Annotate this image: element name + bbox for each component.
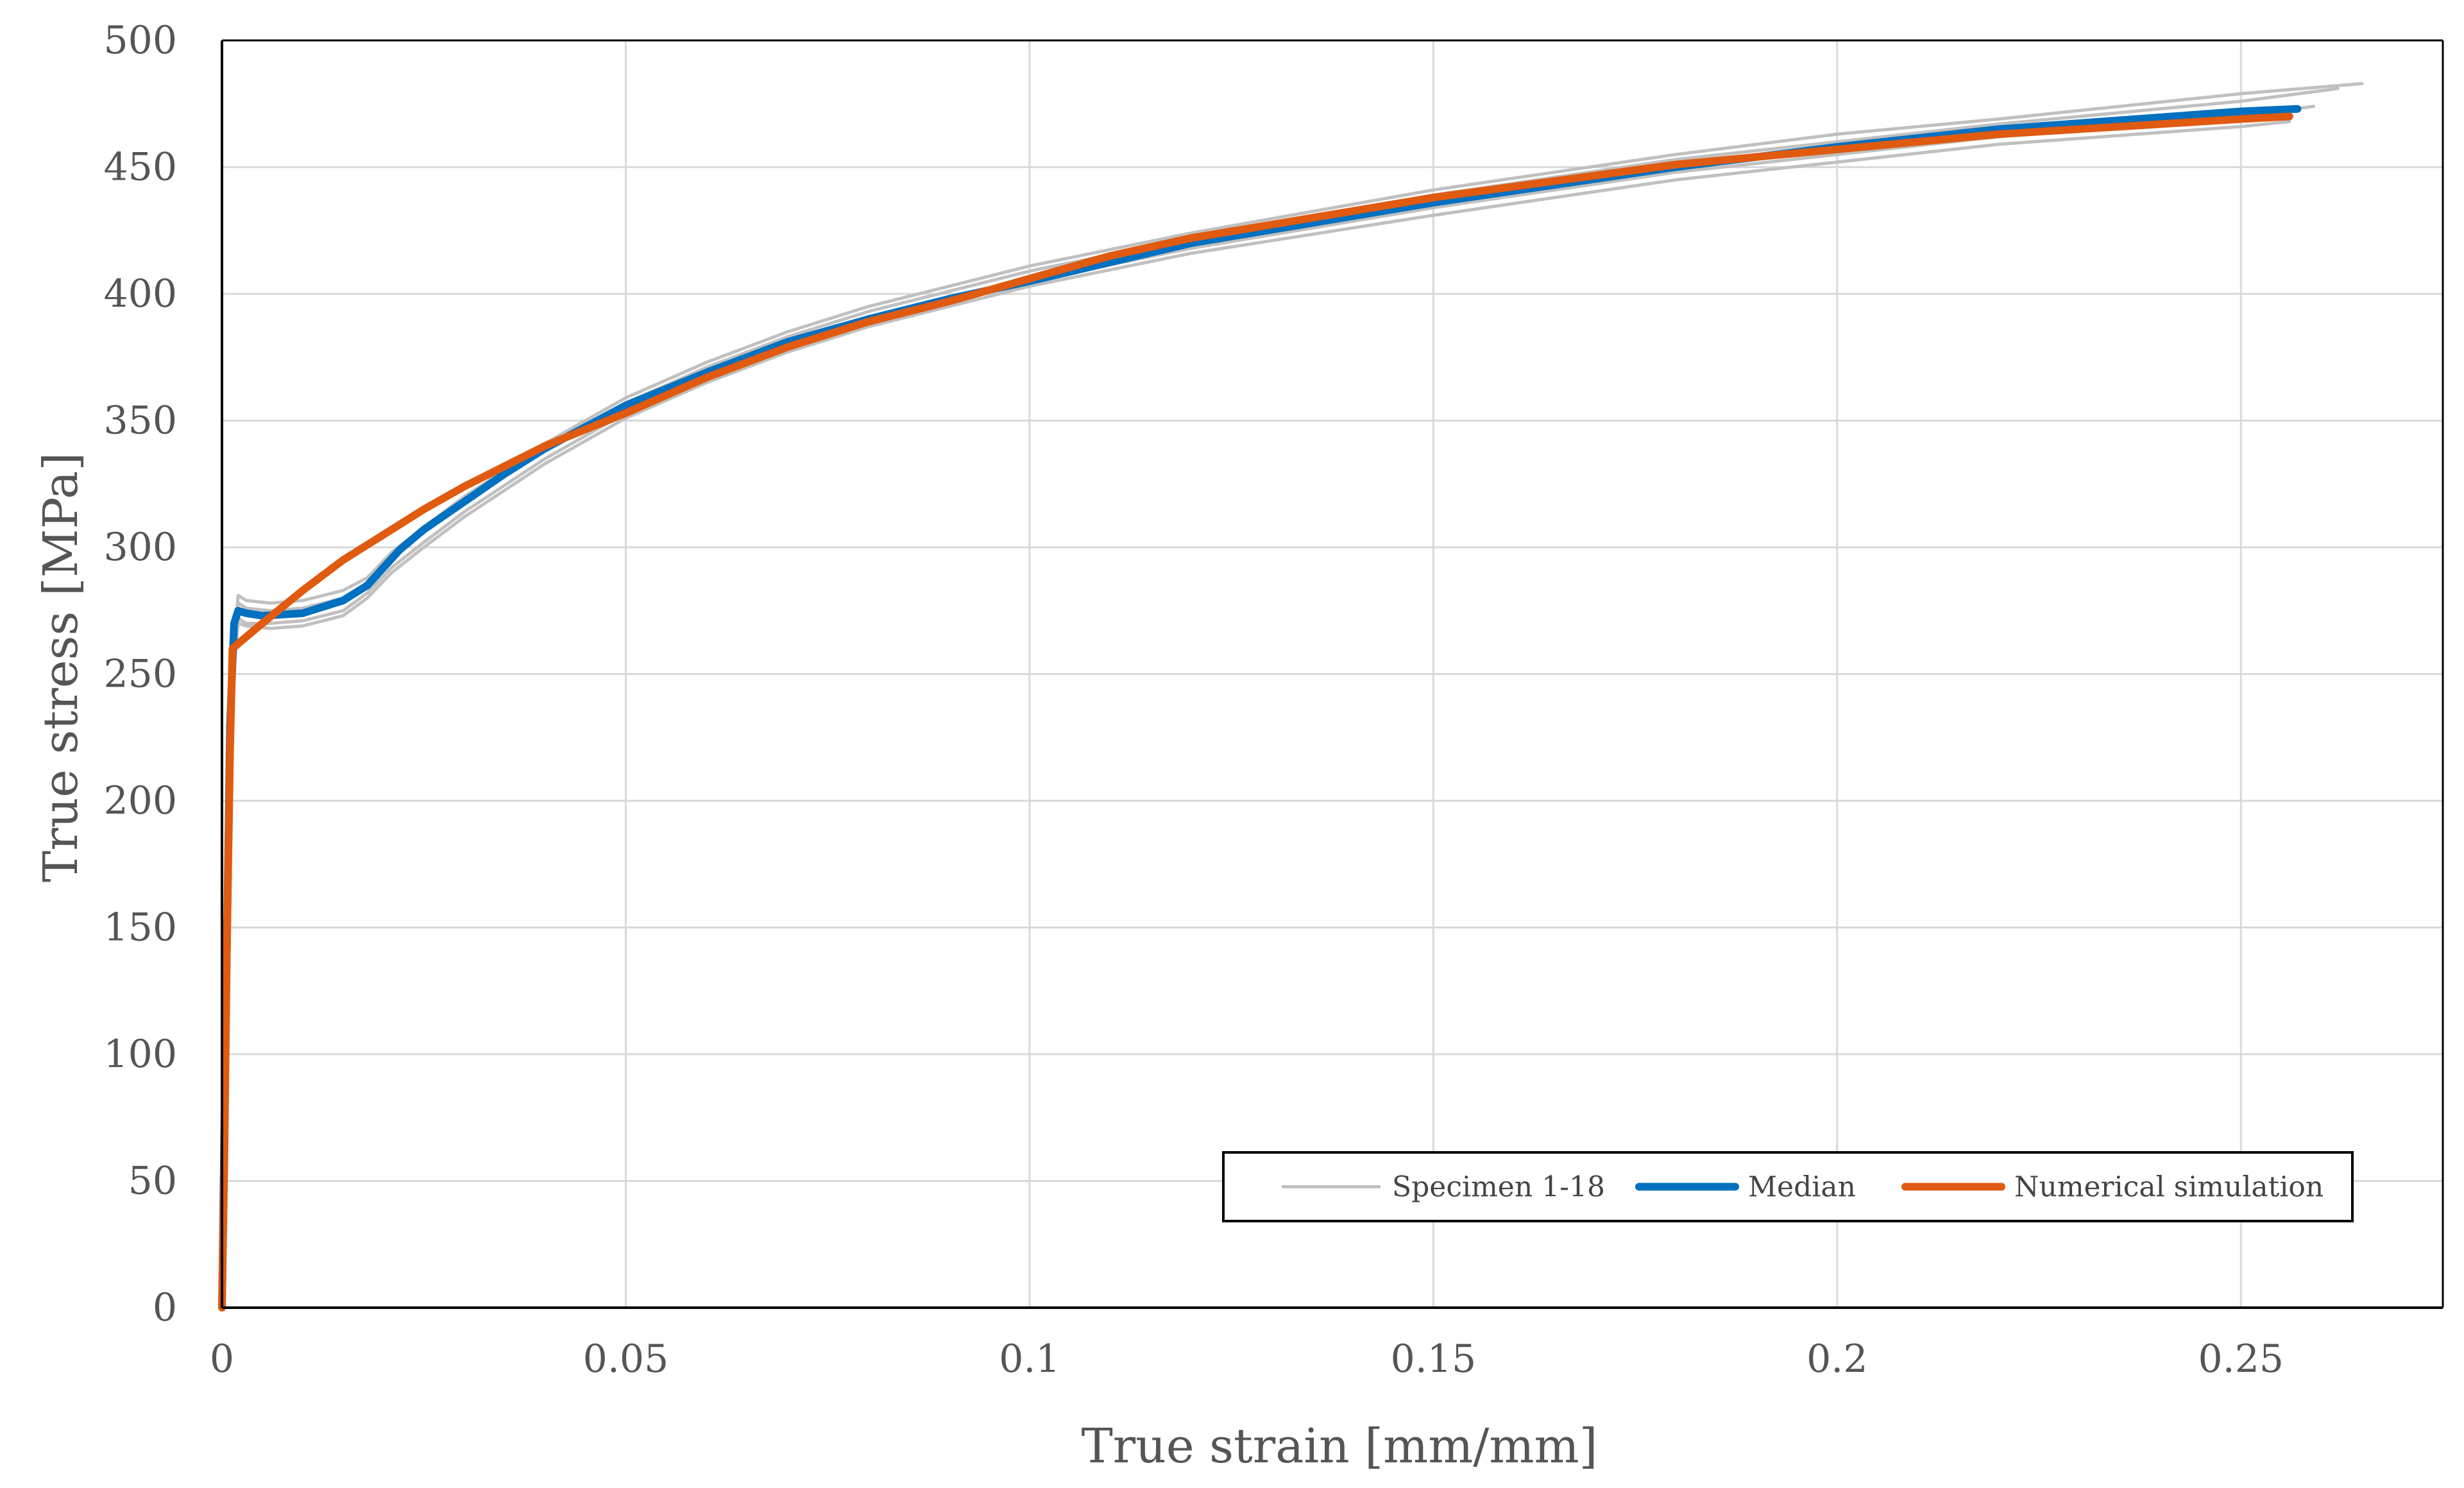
legend-label: Specimen 1-18 bbox=[1392, 1171, 1605, 1204]
simulation-line bbox=[218, 112, 2293, 1312]
x-tick-label: 0.1 bbox=[999, 1337, 1060, 1381]
y-axis-title: True stress [MPa] bbox=[33, 452, 89, 882]
y-tick-label: 50 bbox=[128, 1159, 177, 1204]
median-line bbox=[218, 105, 2302, 1312]
x-tick-label: 0.25 bbox=[2198, 1337, 2284, 1381]
x-tick-label: 0 bbox=[210, 1337, 234, 1381]
y-tick-label: 100 bbox=[103, 1032, 177, 1077]
legend: Specimen 1-18 Median Numerical simulation bbox=[1222, 1151, 2354, 1222]
y-tick-label: 250 bbox=[103, 652, 177, 697]
specimen-line bbox=[220, 119, 2291, 1310]
x-tick-label: 0.2 bbox=[1806, 1337, 1867, 1381]
x-axis-title: True strain [mm/mm] bbox=[1081, 1419, 1597, 1474]
axes bbox=[221, 39, 2444, 1309]
y-tick-label: 150 bbox=[103, 905, 177, 950]
y-tick-label: 0 bbox=[153, 1285, 177, 1330]
x-tick-label: 0.15 bbox=[1391, 1337, 1477, 1381]
y-tick-label: 500 bbox=[103, 18, 177, 63]
y-tick-label: 400 bbox=[103, 271, 177, 316]
specimen-line bbox=[220, 81, 2364, 1310]
legend-label: Numerical simulation bbox=[2014, 1171, 2324, 1204]
series-group bbox=[218, 81, 2364, 1312]
legend-label: Median bbox=[1748, 1171, 1856, 1204]
y-tick-label: 450 bbox=[103, 145, 177, 190]
specimen-line bbox=[220, 87, 2340, 1310]
y-tick-label: 350 bbox=[103, 398, 177, 443]
grid bbox=[222, 39, 2443, 1308]
y-tick-label: 300 bbox=[103, 525, 177, 570]
x-tick-label: 0.05 bbox=[583, 1337, 669, 1381]
y-tick-label: 200 bbox=[103, 778, 177, 823]
tick-labels: 0 50 100 150 200 250 300 350 400 450 500 0 0.05 0.1 0.… bbox=[103, 18, 2284, 1381]
legend-box bbox=[1222, 1151, 2354, 1222]
specimen-line bbox=[220, 105, 2316, 1310]
